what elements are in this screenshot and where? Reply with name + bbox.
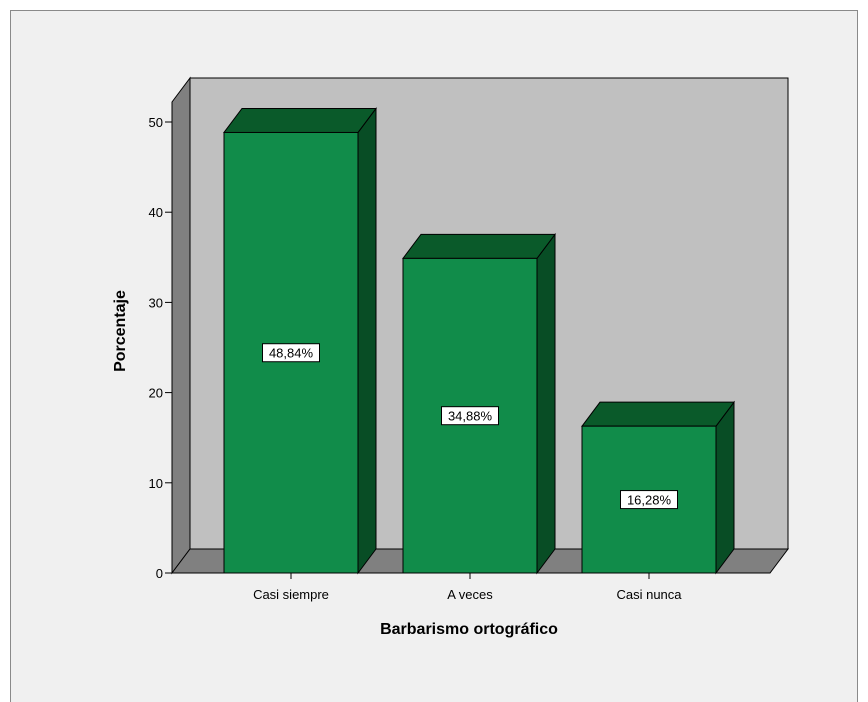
bar-top — [581, 401, 735, 427]
y-tick-label: 20 — [149, 386, 163, 401]
side-wall — [171, 76, 191, 575]
bar-top — [401, 233, 557, 259]
bar-side — [715, 400, 735, 575]
data-label: 34,88% — [448, 409, 493, 424]
bars-group: 48,84% 34,88% 16,28% — [222, 106, 735, 575]
bar-side — [357, 106, 377, 575]
x-axis: Casi siempre A veces Casi nunca — [172, 572, 770, 602]
y-tick-label: 40 — [149, 205, 163, 220]
y-axis: 0 10 20 30 40 50 — [149, 102, 173, 581]
y-tick-label: 50 — [149, 115, 163, 130]
y-tick-label: 0 — [156, 566, 163, 581]
data-label-box — [620, 490, 678, 510]
y-tick-label: 30 — [149, 295, 163, 310]
y-axis-title: Porcentaje — [112, 290, 129, 372]
x-axis-title: Barbarismo ortográfico — [380, 621, 558, 638]
data-label: 16,28% — [627, 493, 672, 508]
bar-side — [536, 232, 556, 575]
bar-top — [222, 107, 378, 133]
x-tick-label: A veces — [447, 587, 493, 602]
data-label-box — [441, 406, 499, 426]
data-label: 48,84% — [269, 346, 314, 361]
data-label-box — [262, 343, 320, 363]
x-tick-label: Casi nunca — [616, 587, 682, 602]
y-tick-label: 10 — [149, 476, 163, 491]
x-tick-label: Casi siempre — [253, 587, 329, 602]
